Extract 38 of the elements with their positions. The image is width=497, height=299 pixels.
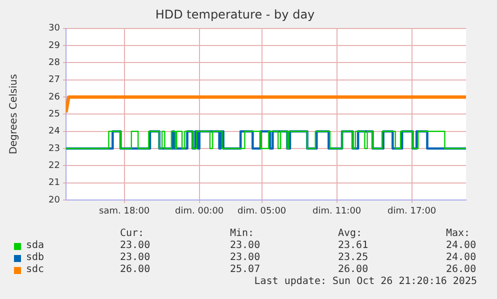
text: 23.00 <box>230 240 260 251</box>
y-tick-label: 28 <box>48 58 60 68</box>
text: 23.00 <box>230 252 260 263</box>
text: 24.00 <box>446 240 476 251</box>
y-tick-label: 29 <box>48 40 60 51</box>
y-tick-label: 21 <box>48 178 60 188</box>
y-tick-label: 23 <box>48 144 60 154</box>
x-tick-label: dim. 17:00 <box>388 206 436 217</box>
text: Last update: Sun Oct 26 21:20:16 2025 <box>254 276 477 287</box>
y-axis-title: Degrees Celsius <box>8 74 20 154</box>
x-tick-label: dim. 05:00 <box>238 206 286 217</box>
text: 26.00 <box>446 264 476 275</box>
x-tick-label: sam. 18:00 <box>99 206 150 217</box>
text: Cur: <box>120 228 144 239</box>
y-tick-label: 30 <box>48 24 60 34</box>
text: Min: <box>230 228 254 239</box>
text: 23.00 <box>120 252 150 263</box>
y-tick-label: 22 <box>48 161 60 172</box>
y-tick-label: 27 <box>48 75 60 86</box>
x-tick-label: dim. 11:00 <box>312 206 362 217</box>
legend-label: sdb <box>26 252 44 263</box>
x-tick-label: dim. 00:00 <box>175 206 224 217</box>
text: 26.00 <box>338 264 368 275</box>
text: 25.07 <box>230 264 260 275</box>
legend-label: sdc <box>26 264 44 275</box>
text: Max: <box>446 228 470 239</box>
y-tick-label: 24 <box>48 126 60 137</box>
y-tick-label: 26 <box>48 92 60 102</box>
y-tick-label: 20 <box>48 195 60 206</box>
text: 23.25 <box>338 252 368 263</box>
text: 23.00 <box>120 240 150 251</box>
y-tick-label: 25 <box>48 110 60 120</box>
text: 26.00 <box>120 264 150 275</box>
text: Avg: <box>338 228 362 239</box>
text: 24.00 <box>446 252 476 263</box>
chart-title: HDD temperature - by day <box>155 7 315 22</box>
legend-label: sda <box>26 240 44 251</box>
text: 23.61 <box>338 240 368 251</box>
